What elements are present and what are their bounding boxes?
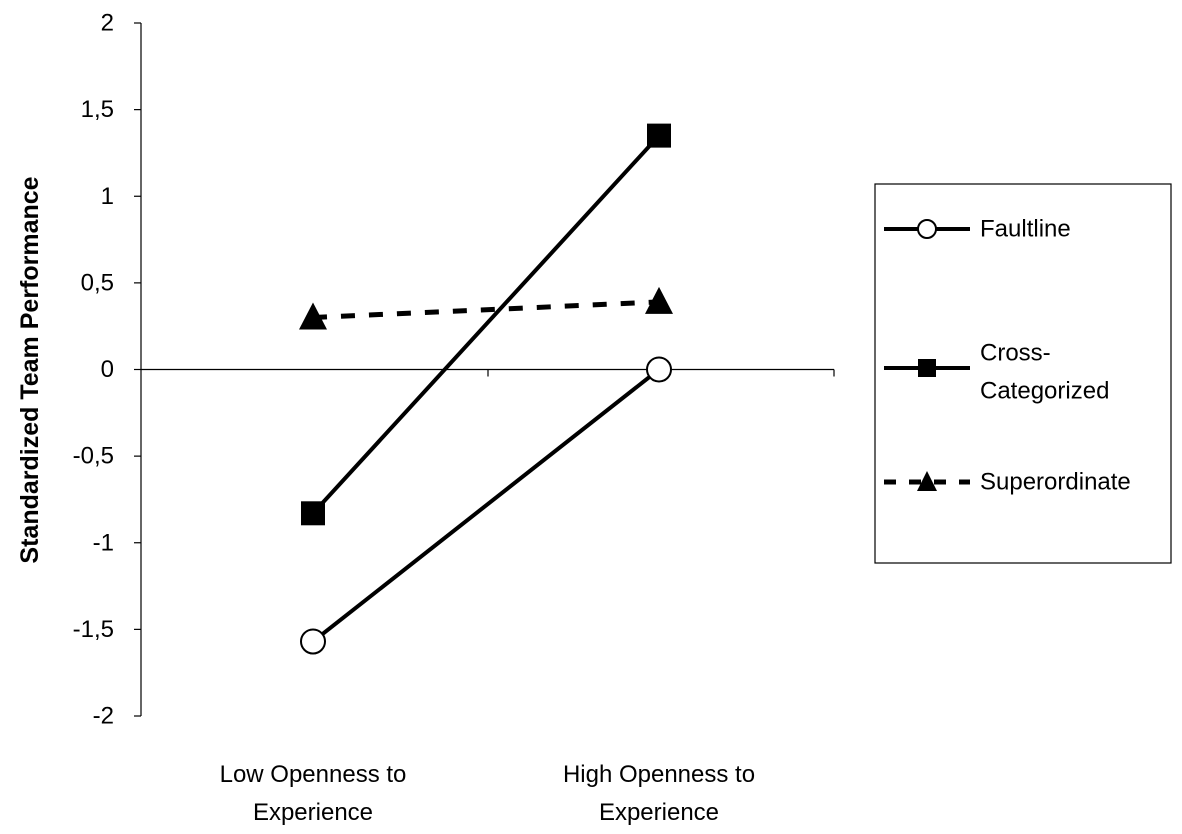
series-1-point-1: [647, 123, 671, 148]
legend-label-0: Faultline: [980, 216, 1071, 243]
series-line-2: [312, 299, 660, 321]
series-1-point-0: [301, 501, 325, 526]
y-tick-label-2: 1: [101, 183, 114, 210]
series-group: [299, 123, 673, 655]
legend: Faultline Cross- Categorized Superordinate: [874, 183, 1172, 564]
y-ticks: 2 1,5 1 0,5 0 -0,5 -1 -1,5 -2: [73, 10, 141, 730]
x-category-labels: Low Openness to Experience High Openness t…: [220, 761, 755, 826]
legend-marker-0: [917, 219, 937, 239]
x-category-label-0-line-0: Low Openness to: [220, 761, 407, 788]
x-category-label-0-line-1: Experience: [253, 799, 373, 826]
axes: [140, 23, 835, 716]
x-category-label-1-line-0: High Openness to: [563, 761, 755, 788]
legend-label-1-line-0: Cross-: [980, 340, 1051, 367]
y-tick-label-7: -1,5: [73, 616, 114, 643]
x-category-label-1-line-1: Experience: [599, 799, 719, 826]
series-0-point-0: [300, 628, 326, 655]
legend-marker-2: [917, 471, 937, 491]
y-tick-label-5: -0,5: [73, 443, 114, 470]
legend-marker-1: [918, 359, 936, 377]
legend-label-1-line-1: Categorized: [980, 378, 1109, 405]
y-tick-label-8: -2: [93, 703, 114, 730]
series-line-0: [311, 367, 661, 644]
y-axis-title: Standardized Team Performance: [16, 176, 44, 563]
legend-label-2: Superordinate: [980, 469, 1131, 496]
series-2-point-0: [299, 302, 327, 330]
series-0-point-1: [646, 356, 672, 383]
series-2-point-1: [645, 286, 673, 314]
series-line-1: [311, 134, 661, 515]
y-tick-label-4: 0: [101, 356, 114, 383]
y-tick-label-6: -1: [93, 529, 114, 556]
y-tick-label-3: 0,5: [81, 269, 114, 296]
y-tick-label-0: 2: [101, 10, 114, 37]
y-tick-label-1: 1,5: [81, 96, 114, 123]
